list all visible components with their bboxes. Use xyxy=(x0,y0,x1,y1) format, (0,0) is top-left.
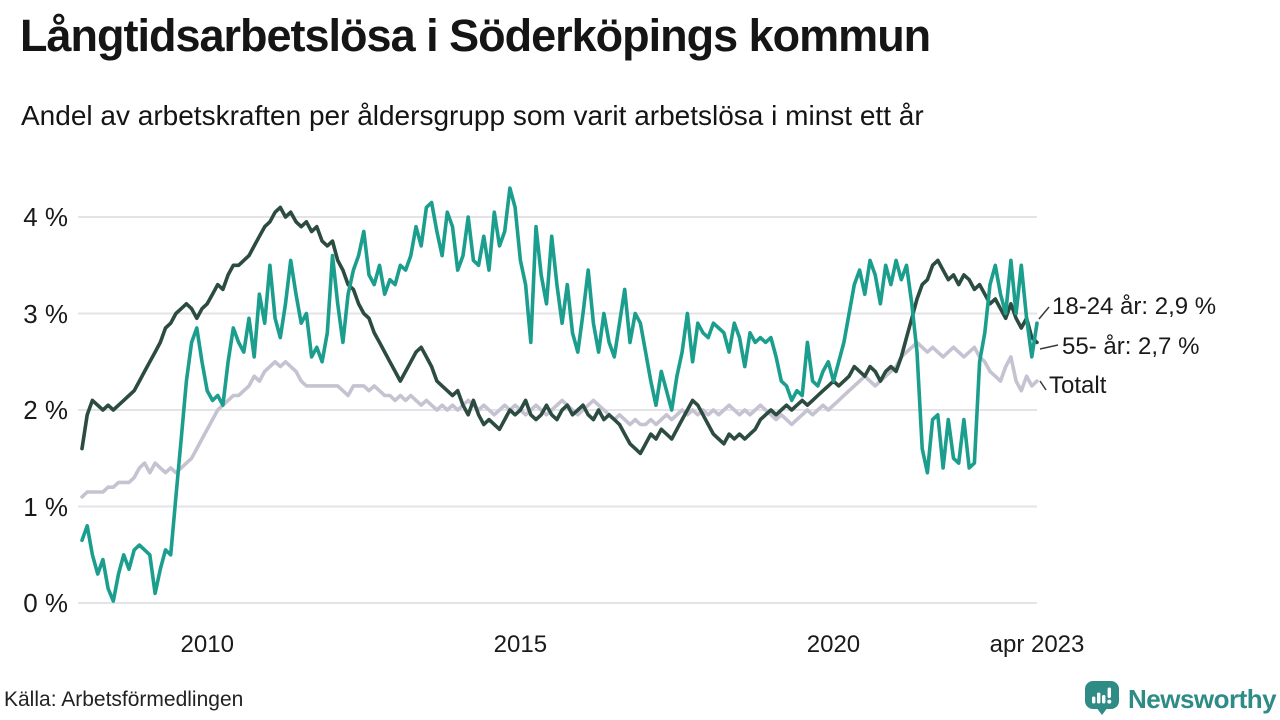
end-label-totalt: Totalt xyxy=(1049,372,1107,399)
gridlines xyxy=(78,216,1037,604)
end-label-18-24: 18-24 år: 2,9 % xyxy=(1052,293,1217,320)
x-tick-label-2010: 2010 xyxy=(180,631,234,658)
x-tick-label-2020: 2020 xyxy=(806,631,861,658)
x-tick-label-2015: 2015 xyxy=(493,631,548,658)
series-line-55-r xyxy=(80,205,1039,456)
series-lines xyxy=(80,186,1039,603)
connector-totalt xyxy=(1039,380,1047,391)
x-tick-label-apr-2023: apr 2023 xyxy=(989,631,1085,658)
newsworthy-bubble-chart-icon xyxy=(1085,681,1119,715)
label-connectors xyxy=(1038,306,1059,391)
y-tick-label-1: 1 % xyxy=(23,491,68,522)
newsworthy-wordmark: Newsworthy xyxy=(1128,683,1277,714)
connector-18-24 xyxy=(1038,306,1050,320)
series-line-Totalt xyxy=(80,340,1039,499)
series-line-18-24-r xyxy=(80,186,1039,603)
source-note: Källa: Arbetsförmedlingen xyxy=(4,688,244,711)
y-tick-label-3: 3 % xyxy=(23,298,68,329)
y-tick-label-0: 0 % xyxy=(23,588,68,618)
end-label-55: 55- år: 2,7 % xyxy=(1062,333,1200,360)
y-tick-label-2: 2 % xyxy=(23,395,68,425)
chart-subtitle: Andel av arbetskraften per åldersgrupp s… xyxy=(21,100,924,131)
page-title: Långtidsarbetslösa i Söderköpings kommun xyxy=(20,10,931,61)
newsworthy-logo: Newsworthy xyxy=(1084,679,1277,719)
y-tick-label-4: 4 % xyxy=(23,202,68,232)
connector-55 xyxy=(1039,344,1059,350)
